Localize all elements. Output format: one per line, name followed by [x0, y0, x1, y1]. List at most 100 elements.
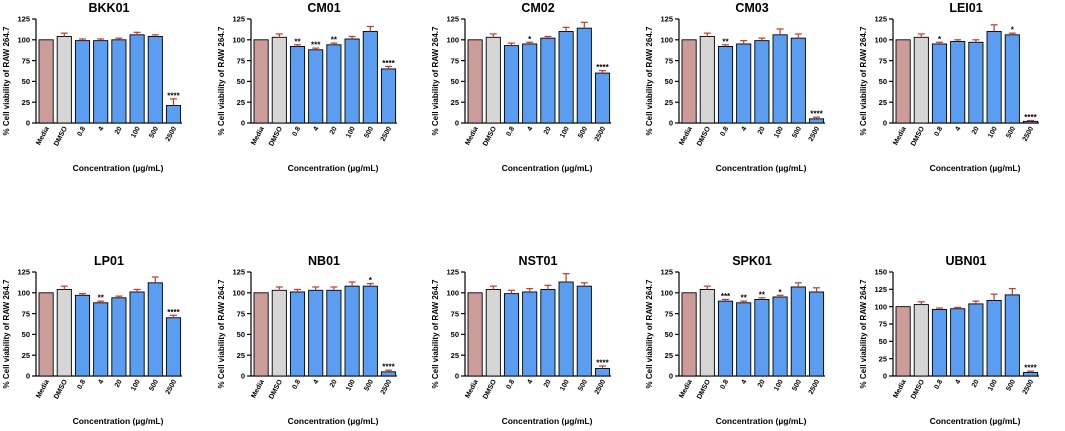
category-label: Media	[678, 126, 694, 147]
category-label: 100	[987, 379, 999, 393]
chart-title: NB01	[308, 254, 340, 268]
y-tick-label: 0	[26, 119, 30, 128]
significance-marker: **	[98, 294, 105, 303]
bar	[736, 43, 752, 124]
chart-title: CM02	[521, 1, 554, 15]
y-tick-label: 100	[17, 289, 30, 298]
category-label: DMSO	[482, 378, 498, 400]
category-label: 100	[345, 126, 357, 140]
category-label: 2500	[1022, 379, 1036, 396]
bar	[111, 39, 127, 124]
bar	[503, 45, 520, 124]
y-tick-label: 100	[17, 36, 30, 45]
category-label: Media	[35, 126, 51, 147]
category-label: 2500	[1022, 126, 1036, 143]
category-label: 0.8	[506, 126, 517, 138]
category-label: 100	[773, 379, 785, 393]
y-tick-label: 25	[451, 351, 459, 360]
bar	[540, 37, 556, 124]
bar	[808, 291, 825, 377]
chart-panel: LEI01 % Cell viability of RAW 264.7 0 25 50 7…	[859, 1, 1039, 173]
bar	[913, 36, 929, 124]
bar	[772, 34, 788, 124]
category-label: Media	[678, 379, 694, 400]
y-tick-label: 75	[22, 56, 30, 65]
bar	[808, 118, 825, 124]
y-tick-label: 125	[232, 15, 245, 24]
category-label: 4	[740, 126, 748, 133]
y-axis-label: % Cell viability of RAW 264.7	[2, 26, 11, 135]
significance-marker: *	[369, 276, 373, 285]
category-label: DMSO	[268, 125, 284, 147]
significance-marker: ****	[596, 359, 609, 368]
bar	[1004, 294, 1020, 377]
y-tick-label: 0	[241, 372, 245, 381]
y-tick-label: 0	[241, 119, 245, 128]
y-tick-label: 125	[17, 15, 30, 24]
y-tick-label: 0	[883, 372, 887, 381]
category-label: DMSO	[910, 125, 926, 147]
bar	[699, 289, 715, 377]
category-label: 500	[363, 126, 375, 140]
bar	[594, 72, 611, 124]
y-tick-label: 125	[446, 15, 459, 24]
x-axis-label: Concentration (µg/mL)	[716, 163, 807, 173]
y-tick-label: 25	[665, 351, 673, 360]
bar	[717, 46, 734, 124]
chart-panel: LP01 % Cell viability of RAW 264.7 0 25 50 75…	[2, 254, 182, 426]
category-label: Media	[250, 379, 266, 400]
bar	[129, 34, 145, 124]
bar	[380, 68, 397, 124]
category-label: 500	[363, 379, 375, 393]
category-label: 4	[97, 126, 105, 133]
significance-marker: ***	[311, 41, 321, 50]
y-tick-label: 50	[22, 77, 30, 86]
chart-title: LP01	[94, 254, 124, 268]
category-label: Media	[892, 126, 908, 147]
bar	[147, 36, 163, 124]
bar	[594, 368, 611, 377]
chart-panel: UBN01 % Cell viability of RAW 264.7 0 25 50 7…	[859, 254, 1039, 426]
x-axis-label: Concentration (µg/mL)	[716, 416, 807, 426]
bar	[790, 37, 806, 124]
chart-panel: SPK01 % Cell viability of RAW 264.7 0 25 50 7…	[645, 254, 825, 426]
bar	[522, 43, 538, 124]
x-axis-label: Concentration (µg/mL)	[288, 163, 379, 173]
x-axis-label: Concentration (µg/mL)	[930, 163, 1021, 173]
category-label: 20	[329, 126, 339, 136]
category-label: DMSO	[696, 378, 712, 400]
category-label: 0.8	[292, 126, 303, 138]
y-tick-label: 75	[665, 309, 673, 318]
category-label: Media	[464, 126, 480, 147]
y-tick-label: 100	[446, 289, 459, 298]
bar	[913, 304, 929, 377]
significance-marker: ****	[382, 363, 395, 372]
bar	[772, 296, 788, 377]
significance-marker: ***	[721, 292, 731, 301]
category-label: DMSO	[268, 378, 284, 400]
significance-marker: ****	[167, 308, 180, 317]
y-tick-label: 75	[237, 56, 245, 65]
bar	[485, 36, 501, 124]
bar	[986, 299, 1002, 377]
category-label: 2500	[165, 379, 179, 396]
bar	[289, 291, 306, 377]
bar	[576, 27, 592, 124]
y-tick-label: 75	[879, 320, 887, 329]
y-tick-label: 25	[22, 98, 30, 107]
category-label: 2500	[594, 126, 608, 143]
bar	[326, 44, 342, 124]
category-label: Media	[250, 126, 266, 147]
chart-panel: CM01 % Cell viability of RAW 264.7 0 25 50 75…	[217, 1, 397, 173]
bar	[699, 36, 715, 124]
x-axis-label: Concentration (µg/mL)	[502, 163, 593, 173]
bar	[253, 292, 269, 377]
bar	[522, 291, 538, 377]
bar	[895, 39, 911, 124]
y-tick-label: 100	[874, 36, 887, 45]
category-label: 2500	[594, 379, 608, 396]
category-label: 100	[130, 126, 142, 140]
y-tick-label: 125	[17, 268, 30, 277]
category-label: 4	[954, 126, 962, 133]
y-axis-label: % Cell viability of RAW 264.7	[859, 279, 868, 388]
